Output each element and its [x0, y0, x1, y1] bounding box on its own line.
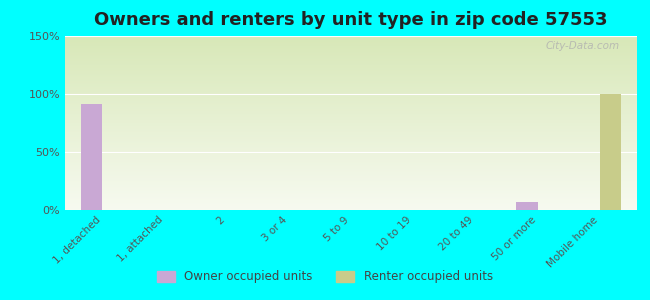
- Legend: Owner occupied units, Renter occupied units: Owner occupied units, Renter occupied un…: [153, 266, 497, 288]
- Bar: [81, 104, 102, 210]
- Text: City-Data.com: City-Data.com: [546, 41, 620, 51]
- Bar: [515, 202, 538, 210]
- Bar: [600, 94, 621, 210]
- Title: Owners and renters by unit type in zip code 57553: Owners and renters by unit type in zip c…: [94, 11, 608, 29]
